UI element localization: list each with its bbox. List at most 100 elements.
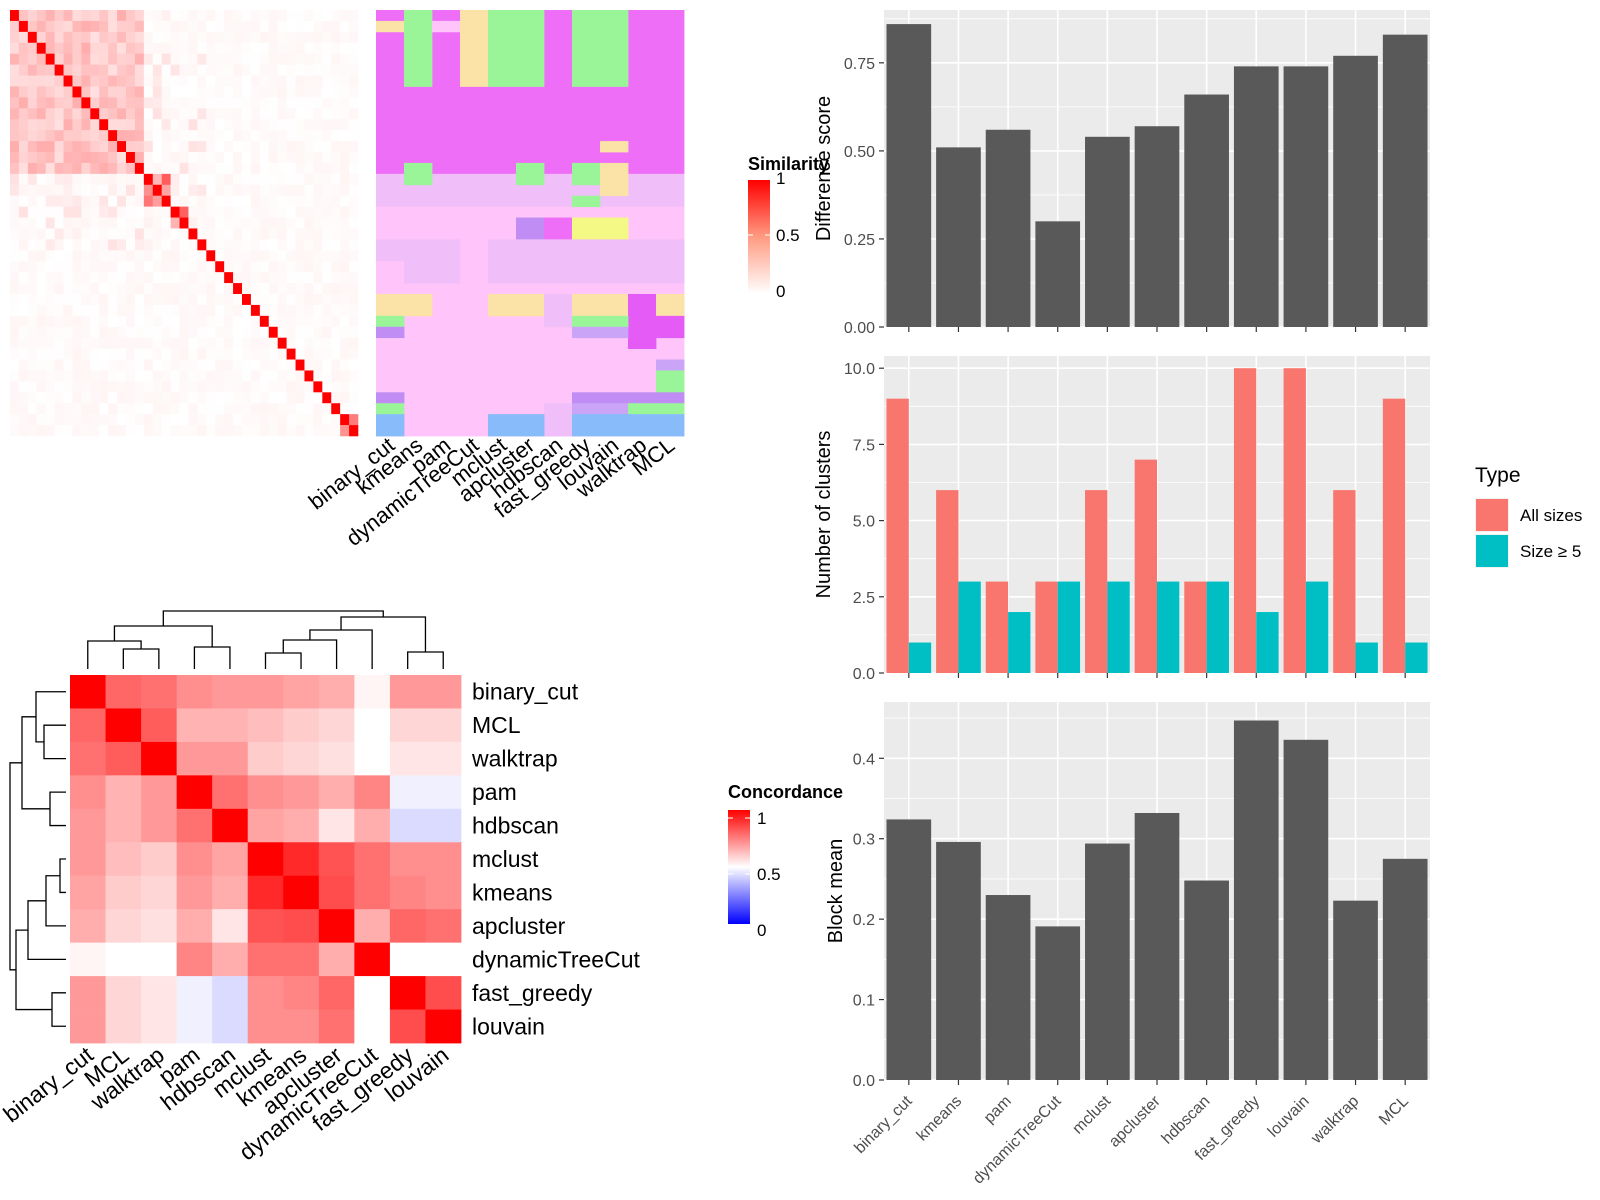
similarity-cell bbox=[331, 370, 341, 382]
similarity-cell bbox=[250, 184, 261, 196]
similarity-cell bbox=[72, 53, 82, 65]
similarity-cell bbox=[18, 315, 29, 328]
similarity-cell bbox=[250, 42, 261, 54]
similarity-cell bbox=[224, 261, 234, 273]
similarity-cell bbox=[63, 20, 73, 33]
similarity-cell bbox=[99, 337, 109, 349]
similarity-cell bbox=[331, 53, 341, 65]
similarity-cell bbox=[215, 381, 225, 393]
similarity-cell bbox=[206, 184, 216, 196]
similarity-cell bbox=[170, 31, 180, 44]
similarity-cell bbox=[170, 130, 180, 142]
similarity-cell bbox=[72, 206, 82, 218]
similarity-cell bbox=[304, 195, 314, 207]
similarity-cell bbox=[313, 141, 323, 153]
similarity-cell bbox=[63, 195, 73, 207]
similarity-cell bbox=[54, 403, 64, 415]
similarity-cell bbox=[90, 250, 100, 262]
similarity-cell bbox=[18, 217, 29, 229]
similarity-cell bbox=[304, 20, 314, 33]
similarity-cell bbox=[188, 315, 198, 328]
similarity-cell bbox=[188, 53, 198, 65]
similarity-cell bbox=[18, 250, 29, 262]
similarity-cell bbox=[224, 141, 234, 153]
similarity-cell bbox=[99, 173, 109, 186]
cluster-grid-cell bbox=[656, 239, 685, 262]
concordance-cell bbox=[212, 741, 249, 776]
similarity-cell bbox=[161, 42, 171, 54]
similarity-cell bbox=[134, 359, 145, 371]
similarity-cell bbox=[108, 381, 118, 393]
similarity-cell bbox=[72, 20, 82, 33]
similarity-cell bbox=[331, 97, 341, 109]
similarity-cell bbox=[340, 403, 350, 415]
similarity-cell bbox=[72, 119, 82, 131]
similarity-cell bbox=[99, 75, 109, 87]
similarity-cell bbox=[126, 381, 136, 393]
concordance-cell bbox=[425, 808, 462, 843]
similarity-cell bbox=[233, 228, 243, 240]
similarity-cell bbox=[304, 228, 314, 240]
similarity-cell bbox=[117, 261, 127, 273]
similarity-cell bbox=[170, 272, 180, 284]
similarity-cell bbox=[63, 173, 73, 186]
similarity-cell bbox=[349, 10, 359, 22]
similarity-cell bbox=[206, 425, 216, 437]
similarity-cell bbox=[295, 294, 305, 306]
similarity-cell bbox=[268, 392, 278, 404]
concordance-cell bbox=[105, 875, 142, 910]
bar bbox=[1035, 221, 1081, 327]
similarity-cell bbox=[242, 130, 252, 142]
similarity-cell bbox=[340, 414, 350, 426]
similarity-cell bbox=[90, 403, 100, 415]
similarity-cell bbox=[349, 304, 359, 317]
similarity-cell bbox=[340, 130, 350, 142]
similarity-cell bbox=[224, 42, 234, 54]
similarity-cell bbox=[27, 272, 38, 284]
similarity-cell bbox=[126, 130, 136, 142]
similarity-cell bbox=[54, 130, 64, 142]
similarity-cell bbox=[242, 326, 252, 338]
similarity-cell bbox=[268, 195, 278, 207]
similarity-cell bbox=[90, 130, 100, 142]
similarity-cell bbox=[197, 173, 207, 186]
similarity-cell bbox=[90, 261, 100, 273]
similarity-cell bbox=[295, 152, 305, 164]
similarity-cell bbox=[233, 108, 243, 120]
similarity-cell bbox=[63, 261, 73, 273]
concordance-cell bbox=[247, 976, 284, 1010]
similarity-cell bbox=[188, 239, 198, 251]
similarity-cell bbox=[206, 337, 216, 349]
concordance-cell bbox=[105, 1009, 142, 1044]
bar bbox=[1333, 55, 1378, 327]
concordance-cell bbox=[283, 775, 320, 810]
similarity-cell bbox=[349, 359, 359, 371]
similarity-cell bbox=[27, 195, 38, 207]
similarity-cell bbox=[54, 304, 64, 317]
similarity-cell bbox=[313, 425, 323, 437]
similarity-cell bbox=[134, 414, 145, 426]
similarity-cell bbox=[233, 206, 243, 218]
similarity-cell bbox=[331, 315, 341, 328]
similarity-cell bbox=[340, 86, 350, 98]
concordance-cell bbox=[212, 775, 249, 810]
similarity-cell bbox=[126, 195, 136, 207]
similarity-cell bbox=[286, 304, 296, 317]
similarity-cell bbox=[134, 348, 145, 360]
similarity-cell bbox=[27, 86, 38, 98]
similarity-cell bbox=[72, 75, 82, 87]
similarity-cell bbox=[340, 348, 350, 360]
similarity-cell bbox=[170, 53, 180, 65]
similarity-cell bbox=[170, 239, 180, 251]
similarity-cell bbox=[349, 206, 359, 218]
similarity-cell bbox=[224, 162, 234, 175]
similarity-cell bbox=[197, 381, 207, 393]
similarity-cell bbox=[206, 283, 216, 295]
similarity-cell bbox=[63, 425, 73, 437]
similarity-cell bbox=[36, 283, 46, 295]
similarity-cell bbox=[188, 152, 198, 164]
similarity-cell bbox=[90, 108, 100, 120]
similarity-cell bbox=[72, 425, 82, 437]
similarity-cell bbox=[224, 250, 234, 262]
similarity-cell bbox=[286, 64, 296, 76]
